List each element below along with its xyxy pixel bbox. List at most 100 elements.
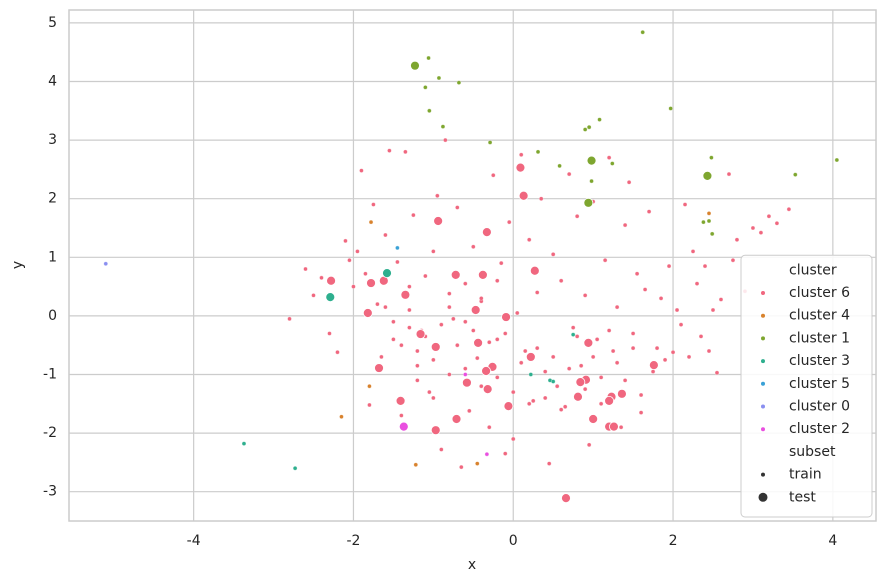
- point: [617, 388, 627, 399]
- point: [395, 259, 400, 265]
- x-tick-label: 2: [669, 533, 678, 549]
- point: [515, 310, 520, 316]
- point: [793, 172, 798, 177]
- point: [529, 265, 540, 276]
- point: [371, 202, 376, 207]
- point: [706, 218, 712, 224]
- point: [583, 127, 588, 132]
- point: [383, 304, 388, 310]
- point: [455, 343, 460, 348]
- x-axis-label: x: [468, 557, 476, 573]
- point: [427, 389, 432, 395]
- point: [407, 307, 412, 313]
- point: [343, 238, 348, 244]
- point: [654, 345, 660, 351]
- point: [559, 407, 564, 412]
- point: [367, 402, 372, 408]
- point: [319, 275, 324, 280]
- point: [399, 413, 404, 418]
- point: [499, 261, 504, 266]
- point: [491, 173, 496, 178]
- x-tick-label: 4: [828, 533, 837, 549]
- point: [634, 271, 640, 276]
- point: [551, 354, 556, 360]
- point: [606, 328, 612, 333]
- point: [710, 307, 716, 313]
- point: [368, 219, 374, 225]
- point: [598, 401, 604, 406]
- point: [622, 222, 628, 228]
- point: [583, 293, 588, 298]
- point: [686, 354, 692, 360]
- point: [403, 149, 408, 154]
- point: [447, 372, 452, 377]
- point: [702, 263, 708, 269]
- point: [383, 232, 388, 238]
- point: [567, 171, 572, 177]
- point: [527, 237, 532, 242]
- y-axis-label: y: [10, 261, 26, 269]
- point: [610, 348, 616, 354]
- point: [557, 163, 562, 169]
- point: [758, 230, 764, 235]
- point: [503, 401, 514, 412]
- point: [467, 408, 472, 413]
- plot-frame: [68, 9, 877, 522]
- point: [463, 281, 468, 286]
- legend-label: cluster 1: [789, 330, 850, 346]
- point: [355, 249, 360, 254]
- point: [658, 296, 664, 301]
- point: [471, 244, 476, 249]
- point: [774, 221, 780, 226]
- point: [555, 384, 560, 389]
- point: [650, 369, 656, 374]
- point: [543, 369, 548, 374]
- point: [528, 372, 533, 377]
- point: [718, 297, 724, 302]
- point: [311, 293, 316, 298]
- point: [726, 171, 732, 177]
- point: [766, 214, 772, 219]
- point: [606, 155, 612, 160]
- point: [487, 140, 493, 145]
- legend-label: cluster 4: [789, 308, 850, 324]
- point: [481, 227, 492, 237]
- point: [706, 348, 712, 354]
- point: [475, 461, 480, 466]
- legend-marker: [761, 291, 765, 295]
- point: [495, 375, 500, 380]
- point: [470, 305, 481, 315]
- legend-label: test: [789, 489, 816, 505]
- point: [698, 334, 704, 339]
- point: [495, 278, 500, 283]
- point: [443, 137, 448, 143]
- point: [551, 252, 556, 257]
- point: [543, 395, 548, 401]
- point: [375, 302, 380, 307]
- point: [379, 354, 384, 360]
- point: [563, 404, 568, 409]
- legend-label: cluster 5: [789, 376, 850, 392]
- point: [413, 462, 418, 467]
- y-tick-label: 2: [48, 191, 57, 207]
- point: [503, 451, 508, 456]
- point: [670, 350, 676, 355]
- legend-marker: [761, 313, 765, 318]
- point: [583, 197, 594, 208]
- point: [587, 442, 592, 447]
- y-tick-label: 5: [48, 15, 57, 31]
- point: [535, 345, 540, 351]
- legend-label: cluster 3: [789, 353, 850, 369]
- point: [571, 332, 576, 337]
- y-tick-label: 1: [48, 249, 57, 265]
- point: [674, 307, 680, 313]
- point: [597, 117, 602, 122]
- point: [351, 284, 356, 289]
- point: [583, 337, 594, 348]
- point: [640, 30, 645, 35]
- point: [515, 162, 526, 173]
- point: [407, 325, 412, 330]
- point: [411, 212, 416, 218]
- point: [614, 304, 620, 310]
